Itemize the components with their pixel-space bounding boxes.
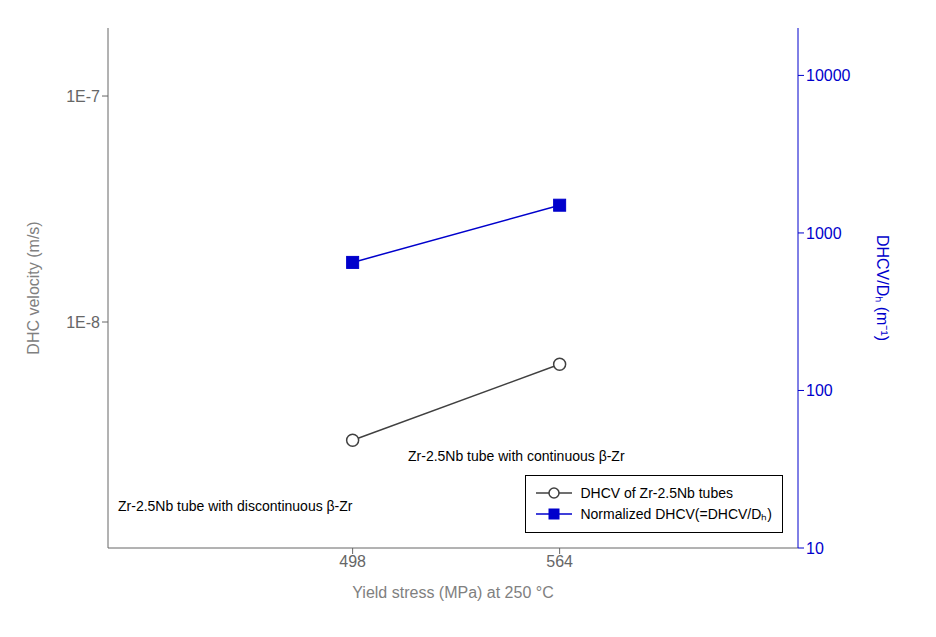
svg-text:DHC velocity (m/s): DHC velocity (m/s): [25, 221, 42, 354]
html-text:Zr-2.5Nb tube with continuous: Zr-2.5Nb tube with continuous β-Zr: [408, 448, 625, 464]
svg-text:10000: 10000: [806, 67, 851, 84]
html-text:DHCV of Zr-2.5Nb tubes: DHCV of Zr-2.5Nb tubes: [580, 485, 733, 501]
svg-text:100: 100: [806, 382, 833, 399]
svg-text:DHCV/Dₕ (m⁻¹): DHCV/Dₕ (m⁻¹): [874, 235, 891, 341]
html-text:Normalized DHCV(=DHCV/Dₕ): Normalized DHCV(=DHCV/Dₕ): [580, 506, 772, 522]
html-text:Zr-2.5Nb tube with discontinuo: Zr-2.5Nb tube with discontinuous β-Zr: [118, 498, 353, 514]
svg-text:1000: 1000: [806, 225, 842, 242]
svg-text:564: 564: [546, 553, 573, 570]
svg-text:1E-7: 1E-7: [66, 88, 100, 105]
svg-text:498: 498: [339, 553, 366, 570]
svg-text:1E-8: 1E-8: [66, 314, 100, 331]
svg-text:10: 10: [806, 540, 824, 557]
svg-text:Yield stress (MPa) at 250 °C: Yield stress (MPa) at 250 °C: [352, 584, 553, 601]
